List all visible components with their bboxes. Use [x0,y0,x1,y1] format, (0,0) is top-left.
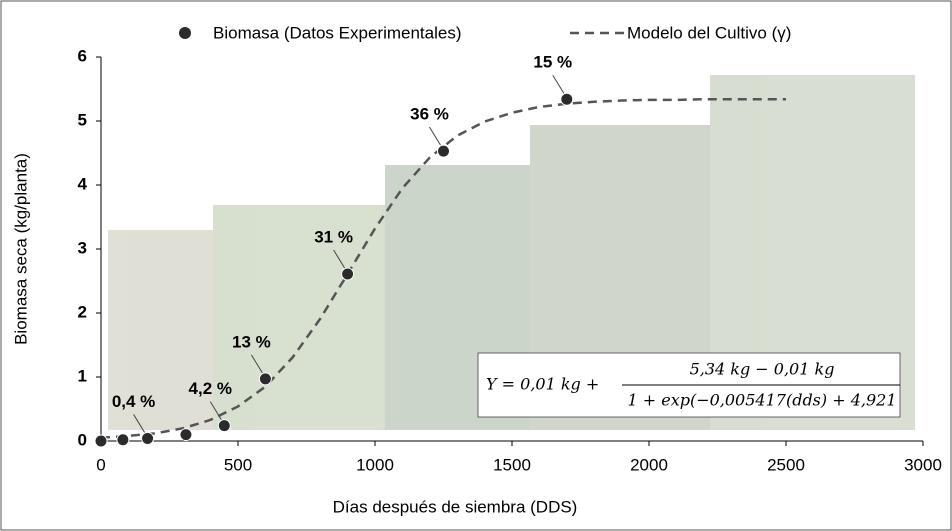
y-tick-label: 2 [78,302,87,321]
point-label: 36 % [410,105,449,124]
x-tick-label: 1000 [356,455,394,474]
y-tick-label: 5 [78,110,87,129]
data-point [95,435,107,447]
x-tick-label: 2500 [767,455,805,474]
data-point [180,429,192,441]
chart: Días después de siembra (DDS) Biomasa se… [0,0,952,531]
data-point [561,93,573,105]
y-tick-label: 6 [78,46,87,65]
legend-label: Modelo del Cultivo (γ) [627,23,791,42]
y-tick-label: 3 [78,238,87,257]
y-tick-label: 1 [78,366,87,385]
point-label: 0,4 % [112,392,155,411]
equation-denominator: 1 + exp(−0,005417(dds) + 4,921 [627,391,896,410]
point-label: 13 % [232,332,271,351]
x-tick-label: 2000 [630,455,668,474]
y-tick-label: 0 [78,430,87,449]
data-point [259,373,271,385]
y-tick-label: 4 [78,174,88,193]
point-label: 31 % [314,227,353,246]
x-tick-label: 500 [224,455,252,474]
point-label: 15 % [533,53,572,72]
data-point [438,145,450,157]
x-tick-label: 3000 [904,455,942,474]
point-label: 4,2 % [189,379,232,398]
y-axis-label: Biomasa seca (kg/planta) [11,153,30,345]
legend-marker [179,27,191,39]
equation-lhs: Y = 0,01 kg + [486,375,599,394]
legend-label: Biomasa (Datos Experimentales) [213,23,461,42]
x-tick-label: 1500 [493,455,531,474]
x-tick-label: 0 [96,455,105,474]
x-axis-label: Días después de siembra (DDS) [333,497,578,516]
data-point [342,268,354,280]
photo [213,205,385,430]
equation-numerator: 5,34 kg − 0,01 kg [690,360,835,379]
data-point [117,434,129,446]
data-point [142,432,154,444]
data-point [218,420,230,432]
